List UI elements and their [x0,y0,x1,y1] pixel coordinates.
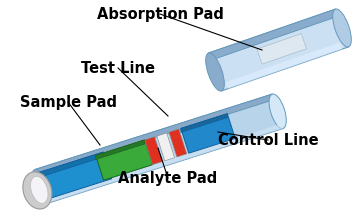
Polygon shape [181,114,235,153]
Text: Test Line: Test Line [81,60,155,75]
Polygon shape [169,129,187,157]
Polygon shape [96,140,145,159]
Polygon shape [35,94,272,176]
Ellipse shape [33,173,48,200]
Polygon shape [36,152,112,200]
Ellipse shape [31,176,48,203]
Polygon shape [208,9,336,61]
Polygon shape [181,114,227,132]
Polygon shape [226,43,342,89]
Polygon shape [96,140,153,180]
Polygon shape [36,152,103,178]
Polygon shape [145,137,162,165]
Ellipse shape [269,94,286,129]
Ellipse shape [32,169,49,204]
Polygon shape [44,124,283,204]
Polygon shape [208,9,348,91]
Text: Control Line: Control Line [218,133,318,147]
Polygon shape [35,94,283,204]
Text: Absorption Pad: Absorption Pad [96,6,224,22]
Ellipse shape [23,172,52,209]
Polygon shape [257,34,306,64]
Ellipse shape [333,9,351,47]
Text: Analyte Pad: Analyte Pad [118,170,218,185]
Ellipse shape [206,53,224,91]
Polygon shape [157,133,175,161]
Text: Sample Pad: Sample Pad [19,95,117,110]
